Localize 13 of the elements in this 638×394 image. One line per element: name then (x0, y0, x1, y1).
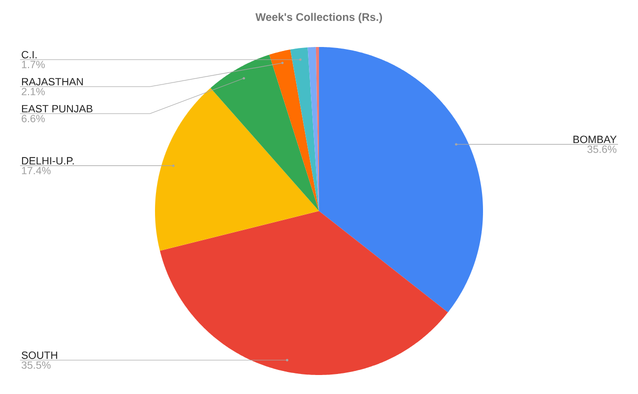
slice-label: C.I. (22, 50, 37, 58)
data-label: 6.6% (22, 114, 45, 122)
data-label: 1.7% (22, 60, 45, 68)
slice-label: BOMBAY (574, 136, 617, 144)
data-label: 2.1% (22, 88, 45, 96)
slice-label: SOUTH (22, 352, 58, 359)
data-label: 35.5% (22, 361, 51, 369)
slice-label: EAST PUNJAB (22, 104, 92, 112)
chart-title: Week's Collections (Rs.) (255, 12, 382, 24)
slice-label: RAJASTHAN (22, 78, 83, 86)
data-label: 35.6% (587, 146, 616, 153)
data-label: 17.4% (22, 166, 51, 174)
slice-label: DELHI-U.P. (22, 157, 74, 164)
